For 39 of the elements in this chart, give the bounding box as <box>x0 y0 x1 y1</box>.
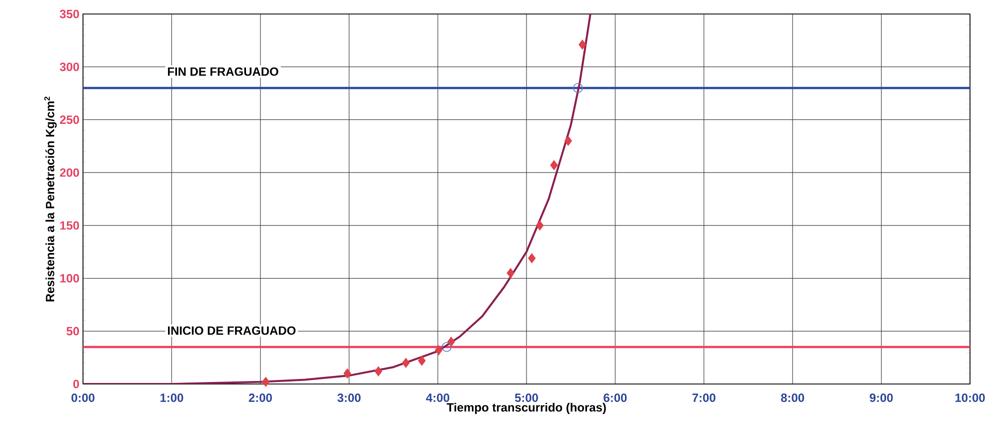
y-tick-label: 200 <box>60 168 79 177</box>
point <box>573 83 583 93</box>
point <box>447 336 455 347</box>
point <box>434 345 442 356</box>
y-tick-label: 300 <box>60 62 79 72</box>
y-tick-label: 350 <box>60 10 79 18</box>
x-axis-title: Tiempo transcurrido (horas) <box>446 402 606 414</box>
x-tick-label: 10:00 <box>955 394 985 402</box>
point <box>528 253 536 264</box>
y-tick-label: 0 <box>73 380 79 388</box>
y-tick-label: 150 <box>60 221 79 230</box>
point <box>418 356 426 366</box>
point <box>262 377 270 387</box>
y-tick-label: 50 <box>66 326 79 336</box>
point <box>550 160 558 170</box>
x-tick-label: 9:00 <box>870 394 893 402</box>
point <box>344 368 352 378</box>
x-tick-label: 2:00 <box>248 394 272 402</box>
point <box>374 366 382 376</box>
y-tick-label: 100 <box>60 274 79 283</box>
x-tick-label: 6:00 <box>604 394 627 402</box>
x-tick-label: 3:00 <box>337 394 361 402</box>
ref-line-label: INICIO DE FRAGUADO <box>168 326 296 335</box>
point <box>578 40 586 50</box>
x-tick-label: 4:00 <box>426 394 450 402</box>
line-series <box>83 14 592 384</box>
x-tick-label: 5:00 <box>514 394 538 402</box>
x-tick-label: 7:00 <box>692 394 716 402</box>
point <box>536 220 544 230</box>
x-tick-label: 1:00 <box>160 394 184 402</box>
y-axis-title: Resistencia a la Penetración Kg/cm$^{2}$ <box>44 96 57 302</box>
x-tick-label: 8:00 <box>781 394 804 402</box>
x-tick-label: 0:00 <box>72 394 94 402</box>
point <box>506 268 514 278</box>
point <box>564 136 572 146</box>
point <box>402 358 410 368</box>
y-tick-label: 250 <box>60 115 79 124</box>
point <box>442 342 452 352</box>
ref-line-label: FIN DE FRAGUADO <box>168 67 278 76</box>
